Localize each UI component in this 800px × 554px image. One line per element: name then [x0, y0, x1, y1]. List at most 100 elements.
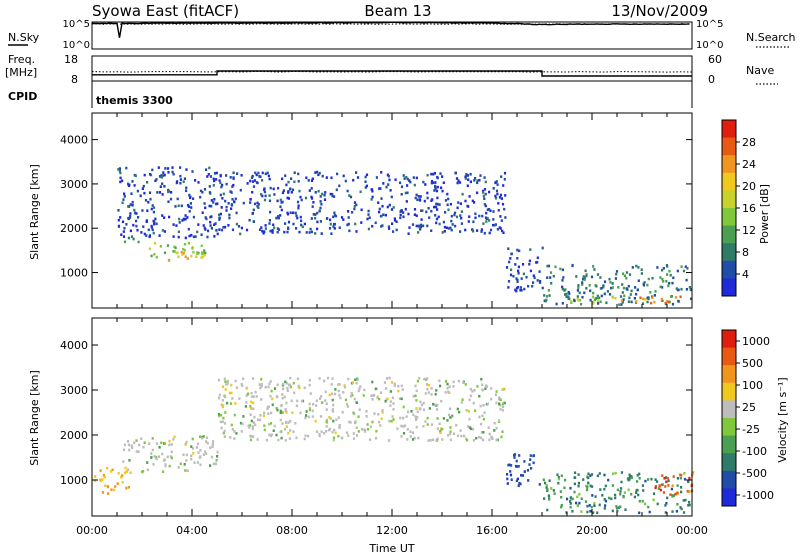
- velocity-cell: [544, 481, 547, 485]
- velocity-cell: [545, 486, 548, 489]
- power-cell: [417, 231, 420, 234]
- power-cell: [184, 242, 187, 246]
- power-cell: [177, 230, 180, 234]
- power-cell: [423, 199, 426, 203]
- power-cell: [393, 219, 397, 222]
- velocity-cell: [424, 392, 427, 395]
- velocity-cell: [587, 472, 590, 476]
- power-cell: [479, 174, 482, 177]
- power-cell: [459, 230, 462, 233]
- velocity-cell: [502, 387, 505, 391]
- velocity-cell: [131, 446, 134, 449]
- freq-tick-top: 18: [64, 53, 78, 66]
- power-cell: [432, 181, 435, 185]
- power-cell: [515, 289, 518, 293]
- power-cell: [323, 193, 326, 197]
- colorbar-swatch: [722, 155, 736, 174]
- velocity-cell: [360, 428, 364, 431]
- power-cell: [163, 251, 167, 255]
- power-cell: [257, 171, 260, 175]
- power-cell: [483, 232, 486, 235]
- velocity-cell: [388, 376, 391, 380]
- velocity-cell: [467, 425, 470, 428]
- velocity-cell: [316, 430, 319, 433]
- velocity-cell: [545, 484, 548, 487]
- power-cell: [251, 190, 254, 194]
- power-cell: [494, 196, 498, 200]
- velocity-cell: [256, 438, 259, 441]
- colorbar-swatch: [722, 382, 736, 401]
- power-cell: [471, 228, 474, 231]
- velocity-cell: [185, 440, 188, 444]
- power-cell: [131, 200, 134, 204]
- velocity-cell: [162, 470, 165, 473]
- velocity-cell: [201, 436, 204, 440]
- velocity-cell: [355, 401, 359, 404]
- power-cell: [469, 173, 472, 176]
- power-cell: [240, 174, 243, 177]
- velocity-cell: [578, 501, 581, 505]
- power-cell: [352, 178, 355, 182]
- colorbar-swatch: [722, 330, 736, 349]
- power-cell: [603, 280, 607, 283]
- velocity-cell: [523, 470, 526, 473]
- power-cell: [565, 295, 568, 299]
- power-cell: [127, 236, 130, 240]
- velocity-cell: [169, 455, 172, 458]
- velocity-cell: [269, 395, 272, 398]
- power-cell: [525, 275, 528, 279]
- velocity-cell: [325, 408, 328, 411]
- power-cell: [308, 189, 311, 192]
- power-cell: [360, 221, 363, 224]
- velocity-cell: [121, 480, 124, 484]
- power-cell: [249, 198, 252, 201]
- colorbar-swatch: [722, 225, 736, 244]
- power-cell: [133, 184, 136, 187]
- power-cell: [123, 240, 127, 244]
- velocity-cell: [599, 488, 602, 491]
- velocity-cell: [584, 500, 588, 503]
- velocity-cell: [270, 389, 273, 393]
- power-cell: [314, 213, 317, 216]
- power-cell: [415, 224, 418, 228]
- velocity-cell: [617, 506, 621, 509]
- power-cell: [455, 177, 459, 180]
- velocity-cell: [603, 507, 606, 510]
- velocity-cell: [435, 404, 438, 407]
- power-cell: [481, 189, 485, 193]
- power-cell: [434, 205, 438, 209]
- velocity-cell: [373, 394, 376, 397]
- power-cell: [441, 189, 444, 193]
- power-cell: [488, 219, 491, 222]
- power-cell: [212, 201, 215, 204]
- velocity-cell: [500, 435, 503, 439]
- velocity-cell: [614, 496, 617, 500]
- velocity-cell: [636, 480, 639, 483]
- power-cell: [585, 273, 588, 276]
- power-cell: [188, 234, 191, 238]
- power-cell: [405, 175, 408, 179]
- power-cell: [578, 291, 581, 295]
- power-cell: [178, 217, 181, 221]
- power-cell: [166, 167, 170, 170]
- velocity-cell: [499, 404, 502, 407]
- power-cell: [319, 206, 322, 210]
- power-cell: [640, 272, 643, 275]
- velocity-cell: [441, 427, 444, 431]
- power-cell: [434, 181, 437, 184]
- velocity-cell: [415, 399, 418, 402]
- velocity-cell: [676, 477, 679, 480]
- power-cell: [596, 299, 600, 303]
- freq-label: Freq.: [8, 53, 35, 66]
- power-cell: [437, 215, 440, 219]
- velocity-cell: [463, 434, 466, 438]
- velocity-cell: [142, 445, 145, 449]
- velocity-cell: [396, 427, 399, 430]
- velocity-cell: [334, 392, 337, 396]
- site-title: Syowa East (fitACF): [92, 2, 239, 20]
- power-cell: [256, 201, 259, 205]
- velocity-cell: [620, 487, 623, 490]
- velocity-cell: [468, 398, 471, 401]
- velocity-cell: [550, 487, 553, 490]
